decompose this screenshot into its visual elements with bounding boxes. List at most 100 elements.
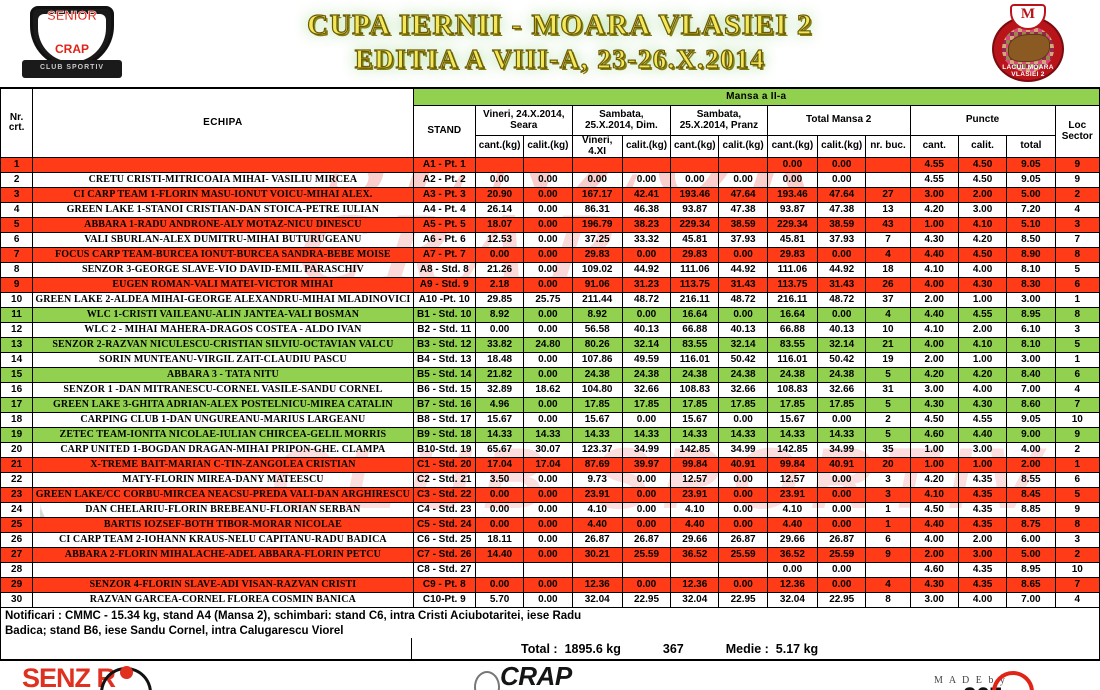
- cell-sd_k: 40.13: [621, 322, 672, 338]
- cell-v_k: 18.62: [523, 382, 573, 398]
- table-row[interactable]: 2 CRETU CRISTI-MITRICOAIA MIHAI- VASILIU …: [0, 172, 1100, 188]
- table-row[interactable]: 1 A1 - Pt. 1 0.00 0.00 4.55 4.50 9.05 9: [0, 157, 1100, 173]
- loc-line2: Sector: [1061, 130, 1093, 142]
- cell-p_t: 2.00: [1006, 457, 1056, 473]
- table-row[interactable]: 10 GREEN LAKE 2-ALDEA MIHAI-GEORGE ALEXAN…: [0, 292, 1100, 308]
- table-row[interactable]: 4 GREEN LAKE 1-STANOI CRISTIAN-DAN STOICA…: [0, 202, 1100, 218]
- table-row[interactable]: 9 EUGEN ROMAN-VALI MATEI-VICTOR MIHAI A9 -…: [0, 277, 1100, 293]
- table-row[interactable]: 28 C8 - Std. 27 0.00 0.00 4.60 4.35 8.95 10: [0, 562, 1100, 578]
- table-row[interactable]: 13 SENZOR 2-RAZVAN NICULESCU-CRISTIAN SIL…: [0, 337, 1100, 353]
- cell-team: SENZOR 3-GEORGE SLAVE-VIO DAVID-EMIL PAR…: [32, 262, 414, 278]
- gor-ring-icon: [992, 671, 1034, 690]
- cell-stand: B2 - Std. 11: [412, 322, 476, 338]
- cell-t_c: 17.85: [766, 397, 819, 413]
- cell-p_k: 4.35: [957, 502, 1008, 518]
- table-row[interactable]: 12 WLC 2 - MIHAI MAHERA-DRAGOS COSTEA - A…: [0, 322, 1100, 338]
- cell-v_c: 4.96: [474, 397, 525, 413]
- cell-crt: 28: [0, 562, 34, 578]
- cell-sd_c: 30.21: [571, 547, 623, 563]
- unit-total-nrbuc: nr. buc.: [865, 135, 911, 158]
- cell-v_k: 0.00: [523, 217, 573, 233]
- table-row[interactable]: 15 ABBARA 3 - TATA NITU B5 - Std. 14 21.82 0…: [0, 367, 1100, 383]
- crap-mania-top: CRAP: [500, 661, 572, 690]
- cell-sp_c: 29.66: [670, 532, 720, 548]
- table-row[interactable]: 8 SENZOR 3-GEORGE SLAVE-VIO DAVID-EMIL PA…: [0, 262, 1100, 278]
- cell-team: BARTIS IOZSEF-BOTH TIBOR-MORAR NICOLAE: [32, 517, 414, 533]
- cell-v_c: 29.85: [474, 292, 525, 308]
- cell-loc: 5: [1054, 337, 1100, 353]
- table-row[interactable]: 21 X-TREME BAIT-MARIAN C-TIN-ZANGOLEA CRI…: [0, 457, 1100, 473]
- table-row[interactable]: 7 FOCUS CARP TEAM-BURCEA IONUT-BURCEA SAN…: [0, 247, 1100, 263]
- cell-p_k: 4.35: [957, 472, 1008, 488]
- cell-sd_k: 46.38: [621, 202, 672, 218]
- cell-p_t: 8.95: [1006, 307, 1056, 323]
- cell-crt: 6: [0, 232, 34, 248]
- table-row[interactable]: 16 SENZOR 1 -DAN MITRANESCU-CORNEL VASILE…: [0, 382, 1100, 398]
- table-row[interactable]: 22 MATY-FLORIN MIREA-DANY MATEESCU C2 - St…: [0, 472, 1100, 488]
- cell-v_k: 30.07: [523, 442, 573, 458]
- cell-crt: 19: [0, 427, 34, 443]
- cell-sp_k: 0.00: [718, 577, 768, 593]
- table-row[interactable]: 24 DAN CHELARIU-FLORIN BREBEANU-FLORIAN S…: [0, 502, 1100, 518]
- cell-team: [32, 562, 414, 578]
- table-row[interactable]: 17 GREEN LAKE 3-GHITA ADRIAN-ALEX POSTELN…: [0, 397, 1100, 413]
- cell-stand: C10-Pt. 9: [412, 592, 476, 608]
- cell-loc: 5: [1054, 262, 1100, 278]
- cell-t_k: 0.00: [817, 517, 867, 533]
- cell-sp_c: [670, 562, 720, 578]
- nr-line1: Nr.: [9, 111, 24, 123]
- cell-v_c: 0.00: [474, 517, 525, 533]
- cell-crt: 14: [0, 352, 34, 368]
- cell-sd_k: 49.59: [621, 352, 672, 368]
- table-row[interactable]: 25 BARTIS IOZSEF-BOTH TIBOR-MORAR NICOLAE…: [0, 517, 1100, 533]
- vineri-line2: Seara: [510, 119, 538, 131]
- table-row[interactable]: 27 ABBARA 2-FLORIN MIHALACHE-ADEL ABBARA-…: [0, 547, 1100, 563]
- cell-stand: B7 - Std. 16: [412, 397, 476, 413]
- table-row[interactable]: 29 SENZOR 4-FLORIN SLAVE-ADI VISAN-RAZVAN…: [0, 577, 1100, 593]
- cell-sp_k: 0.00: [718, 502, 768, 518]
- nr-line2: crt.: [8, 122, 25, 133]
- col-header-loc-sector: Loc Sector: [1054, 105, 1100, 158]
- cell-sd_c: 4.40: [571, 517, 623, 533]
- cell-p_t: 8.65: [1006, 577, 1056, 593]
- table-row[interactable]: 18 CARPING CLUB 1-DAN UNGUREANU-MARIUS LA…: [0, 412, 1100, 428]
- cell-t_k: 50.42: [817, 352, 867, 368]
- table-row[interactable]: 3 CI CARP TEAM 1-FLORIN MASU-IONUT VOICU-…: [0, 187, 1100, 203]
- cell-t_k: 0.00: [817, 307, 867, 323]
- table-row[interactable]: 6 VALI SBURLAN-ALEX DUMITRU-MIHAI BUTURUG…: [0, 232, 1100, 248]
- cell-p_k: 4.35: [957, 517, 1008, 533]
- cell-crt: 23: [0, 487, 34, 503]
- cell-v_c: 32.89: [474, 382, 525, 398]
- cell-p_t: 6.10: [1006, 322, 1056, 338]
- table-row[interactable]: 14 SORIN MUNTEANU-VIRGIL ZAIT-CLAUDIU PAS…: [0, 352, 1100, 368]
- sambata-pranz-line1: Sambata,: [696, 109, 742, 120]
- table-row[interactable]: 19 ZETEC TEAM-IONITA NICOLAE-IULIAN CHIRC…: [0, 427, 1100, 443]
- cell-stand: C6 - Std. 25: [412, 532, 476, 548]
- cell-sd_c: 14.33: [571, 427, 623, 443]
- cell-v_c: 5.70: [474, 592, 525, 608]
- table-row[interactable]: 20 CARP UNITED 1-BOGDAN DRAGAN-MIHAI PRIP…: [0, 442, 1100, 458]
- cell-p_t: 5.10: [1006, 217, 1056, 233]
- cell-crt: 29: [0, 577, 34, 593]
- group-header-vineri-seara: Vineri, 24.X.2014, Seara: [474, 105, 573, 136]
- cell-crt: 25: [0, 517, 34, 533]
- cell-v_c: 14.40: [474, 547, 525, 563]
- cell-sd_c: 0.00: [571, 172, 623, 188]
- cell-t_k: 47.38: [817, 202, 867, 218]
- cell-v_k: 0.00: [523, 187, 573, 203]
- cell-nb: 18: [865, 262, 911, 278]
- cell-sd_k: 26.87: [621, 532, 672, 548]
- table-row[interactable]: 26 CI CARP TEAM 2-IOHANN KRAUS-NELU CAPIT…: [0, 532, 1100, 548]
- cell-t_c: 229.34: [766, 217, 819, 233]
- cell-stand: C9 - Pt. 8: [412, 577, 476, 593]
- cell-crt: 4: [0, 202, 34, 218]
- cell-sd_c: 29.83: [571, 247, 623, 263]
- cell-loc: 7: [1054, 577, 1100, 593]
- table-row[interactable]: 23 GREEN LAKE/CC CORBU-MIRCEA NEACSU-PRED…: [0, 487, 1100, 503]
- table-header-row-2: STAND Vineri, 24.X.2014, Seara Sambata, …: [1, 105, 1100, 158]
- table-row[interactable]: 30 RAZVAN GARCEA-CORNEL FLOREA COSMIN BAN…: [0, 592, 1100, 608]
- table-row[interactable]: 11 WLC 1-CRISTI VAILEANU-ALIN JANTEA-VALI…: [0, 307, 1100, 323]
- cell-p_k: 4.00: [957, 592, 1008, 608]
- table-row[interactable]: 5 ABBARA 1-RADU ANDRONE-ALY MOTAZ-NICU DI…: [0, 217, 1100, 233]
- cell-sp_c: 93.87: [670, 202, 720, 218]
